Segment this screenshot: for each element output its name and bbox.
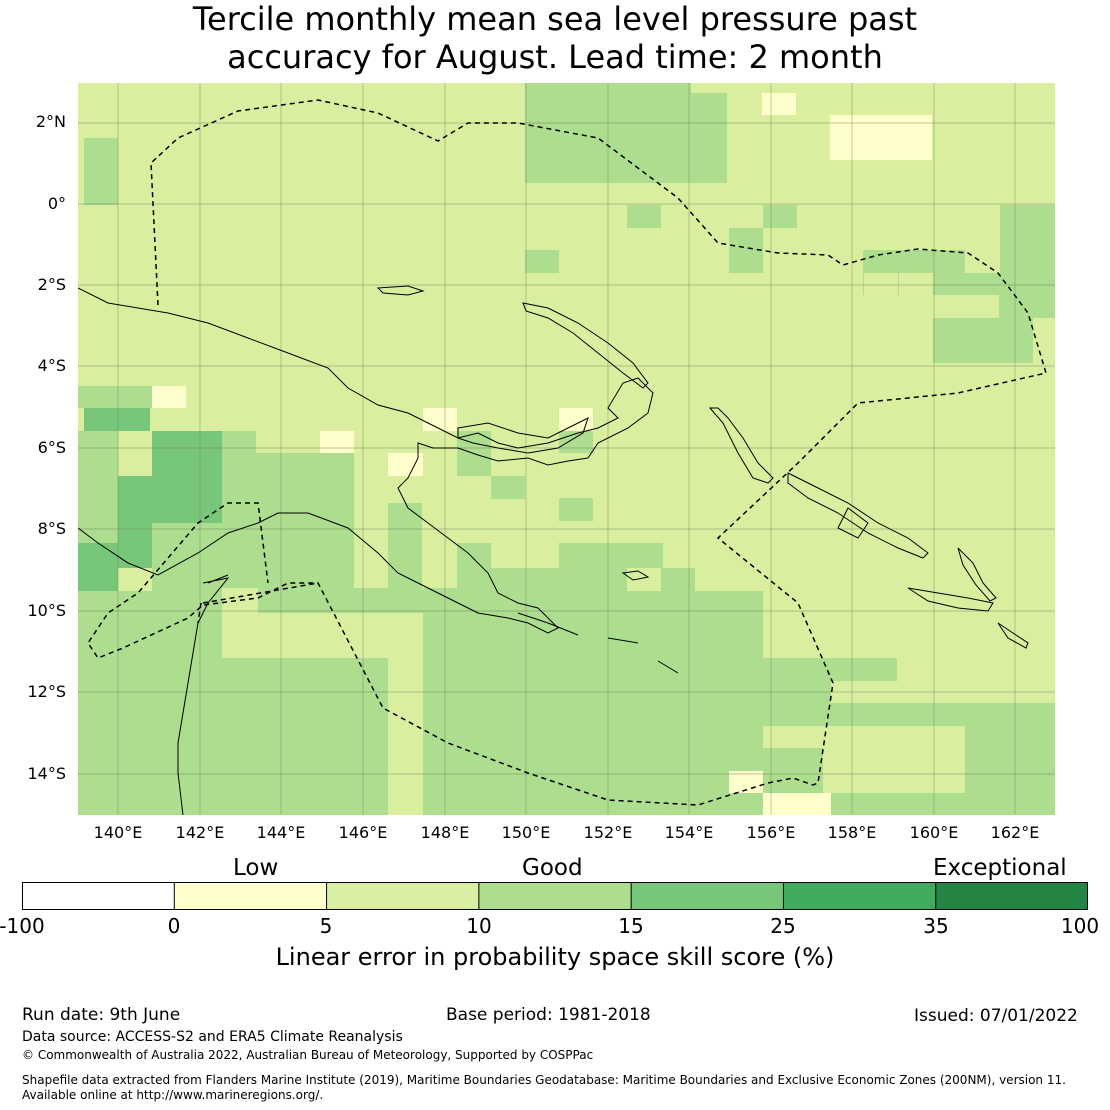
cells-0-5 bbox=[152, 93, 932, 815]
colorbar-segment bbox=[326, 882, 480, 910]
solomons-coast-4 bbox=[957, 547, 997, 602]
colorbar-segment bbox=[935, 882, 1088, 910]
colorbar-segment bbox=[173, 882, 328, 910]
lat-label-6s: 6°S bbox=[37, 438, 66, 457]
category-low: Low bbox=[233, 855, 279, 881]
lat-label-2s: 2°S bbox=[37, 275, 66, 294]
louisiade-islands bbox=[517, 612, 679, 674]
lon-label-158e: 158°E bbox=[827, 823, 877, 842]
colorbar-segment bbox=[478, 882, 633, 910]
data-source: Data source: ACCESS-S2 and ERA5 Climate … bbox=[22, 1029, 403, 1045]
manus-island bbox=[376, 285, 425, 296]
lat-label-4s: 4°S bbox=[37, 356, 66, 375]
lon-label-156e: 156°E bbox=[746, 823, 796, 842]
lat-label-0: 0° bbox=[47, 194, 66, 213]
cb-tick-25: 25 bbox=[770, 914, 796, 938]
skill-score-map bbox=[78, 83, 1055, 815]
new-guinea-coast bbox=[78, 287, 654, 634]
coastlines bbox=[78, 285, 1029, 815]
cape-york-coast bbox=[177, 574, 230, 815]
cb-tick-10: 10 bbox=[466, 914, 492, 938]
cb-tick-5: 5 bbox=[319, 914, 333, 938]
lat-label-14s: 14°S bbox=[27, 764, 66, 783]
category-exceptional: Exceptional bbox=[933, 855, 1067, 881]
lon-label-142e: 142°E bbox=[175, 823, 225, 842]
solomons-coast-5 bbox=[997, 622, 1029, 649]
lon-label-160e: 160°E bbox=[909, 823, 959, 842]
lon-label-152e: 152°E bbox=[583, 823, 633, 842]
colorbar-segment bbox=[630, 882, 785, 910]
lon-label-148e: 148°E bbox=[420, 823, 470, 842]
title-line-2: accuracy for August. Lead time: 2 month bbox=[227, 38, 883, 76]
lon-label-146e: 146°E bbox=[338, 823, 388, 842]
base-period: Base period: 1981-2018 bbox=[446, 1005, 651, 1025]
new-ireland-coast bbox=[522, 302, 649, 389]
cb-tick-35: 35 bbox=[923, 914, 949, 938]
shapefile-credit-1: Shapefile data extracted from Flanders M… bbox=[22, 1073, 1066, 1087]
solomons-coast-1 bbox=[787, 472, 929, 559]
map-canvas bbox=[78, 83, 1055, 815]
cb-tick-0: 0 bbox=[167, 914, 181, 938]
lon-label-150e: 150°E bbox=[501, 823, 551, 842]
title-line-1: Tercile monthly mean sea level pressure … bbox=[192, 0, 918, 38]
lat-label-8s: 8°S bbox=[37, 519, 66, 538]
lat-label-10s: 10°S bbox=[27, 601, 66, 620]
lat-label-2n: 2°N bbox=[35, 112, 66, 131]
graticule bbox=[78, 83, 1055, 815]
cb-tick-100: 100 bbox=[1060, 914, 1100, 938]
cb-tick-neg100: -100 bbox=[0, 914, 45, 938]
colorbar bbox=[22, 882, 1088, 910]
run-date: Run date: 9th June bbox=[22, 1005, 181, 1025]
lon-label-140e: 140°E bbox=[93, 823, 143, 842]
colorbar-title: Linear error in probability space skill … bbox=[275, 943, 835, 971]
shapefile-credit-2: Available online at http://www.marinereg… bbox=[22, 1088, 324, 1102]
bougainville-coast bbox=[708, 407, 774, 484]
woodlark-island bbox=[621, 570, 650, 581]
map-title: Tercile monthly mean sea level pressure … bbox=[0, 0, 1110, 76]
lon-label-144e: 144°E bbox=[256, 823, 306, 842]
category-good: Good bbox=[522, 855, 583, 881]
lon-label-154e: 154°E bbox=[664, 823, 714, 842]
copyright: © Commonwealth of Australia 2022, Austra… bbox=[22, 1048, 594, 1062]
issued-date: Issued: 07/01/2022 bbox=[914, 1006, 1078, 1026]
solomons-coast-3 bbox=[907, 587, 994, 612]
colorbar-segment bbox=[782, 882, 937, 910]
new-britain-coast bbox=[457, 417, 589, 454]
cb-tick-15: 15 bbox=[618, 914, 644, 938]
solomons-coast-2 bbox=[837, 507, 869, 539]
eez-boundary-australia bbox=[197, 582, 319, 624]
eez-boundary bbox=[87, 99, 1047, 806]
lat-label-12s: 12°S bbox=[27, 682, 66, 701]
colorbar-segment bbox=[22, 882, 176, 910]
lon-label-162e: 162°E bbox=[990, 823, 1040, 842]
